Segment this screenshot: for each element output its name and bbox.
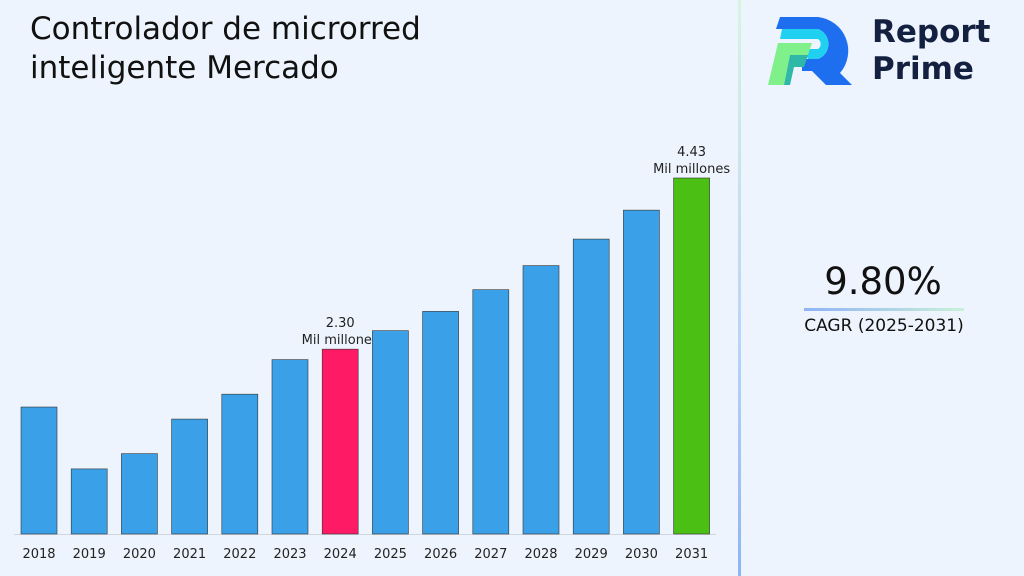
data-label-value: 2.30 — [326, 316, 355, 331]
brand-line2: Prime — [872, 51, 974, 87]
report-prime-logo-icon — [768, 17, 852, 85]
divider — [738, 0, 741, 576]
x-tick-label: 2031 — [675, 547, 708, 562]
x-tick-label: 2028 — [524, 547, 557, 562]
x-tick-label: 2022 — [223, 547, 256, 562]
x-tick-label: 2018 — [22, 547, 55, 562]
x-tick-label: 2025 — [374, 547, 407, 562]
x-tick-label: 2024 — [324, 547, 357, 562]
cagr-underline — [804, 308, 964, 311]
bar-2025 — [372, 330, 409, 535]
bar-2030 — [623, 209, 660, 535]
data-label-unit: Mil millones — [653, 162, 730, 177]
bar-2020 — [121, 453, 158, 535]
bar-2027 — [472, 289, 510, 535]
data-label-unit: Mil millones — [302, 333, 379, 348]
bar-2019 — [70, 468, 108, 535]
x-tick-label: 2027 — [474, 547, 507, 562]
x-tick-label: 2030 — [625, 547, 658, 562]
bar-2028 — [522, 265, 560, 535]
brand-line1: Report — [872, 14, 991, 50]
bar-2018 — [20, 406, 58, 535]
chart-title: Controlador de microrred inteligente Mer… — [30, 11, 421, 86]
bar-2031 — [673, 177, 710, 535]
x-tick-label: 2021 — [173, 547, 206, 562]
x-tick-label: 2026 — [424, 547, 457, 562]
bar-2029 — [572, 238, 610, 535]
cagr-label: CAGR (2025-2031) — [804, 316, 964, 336]
bar-2023 — [271, 359, 309, 535]
brand-name: Report Prime — [872, 14, 991, 88]
bar-2024 — [321, 348, 359, 535]
bar-chart: 2018 2019 2020 2021 2022 2023 2024 2.30 Mil mill… — [14, 145, 730, 562]
cagr-value: 9.80% — [824, 260, 942, 303]
x-tick-label: 2029 — [575, 547, 608, 562]
bar-2021 — [171, 418, 208, 535]
x-tick-label: 2019 — [73, 547, 106, 562]
bar-2022 — [221, 393, 259, 535]
data-label-value: 4.43 — [677, 145, 706, 160]
x-tick-label: 2023 — [273, 547, 306, 562]
bar-2026 — [422, 311, 459, 535]
x-tick-label: 2020 — [123, 547, 156, 562]
